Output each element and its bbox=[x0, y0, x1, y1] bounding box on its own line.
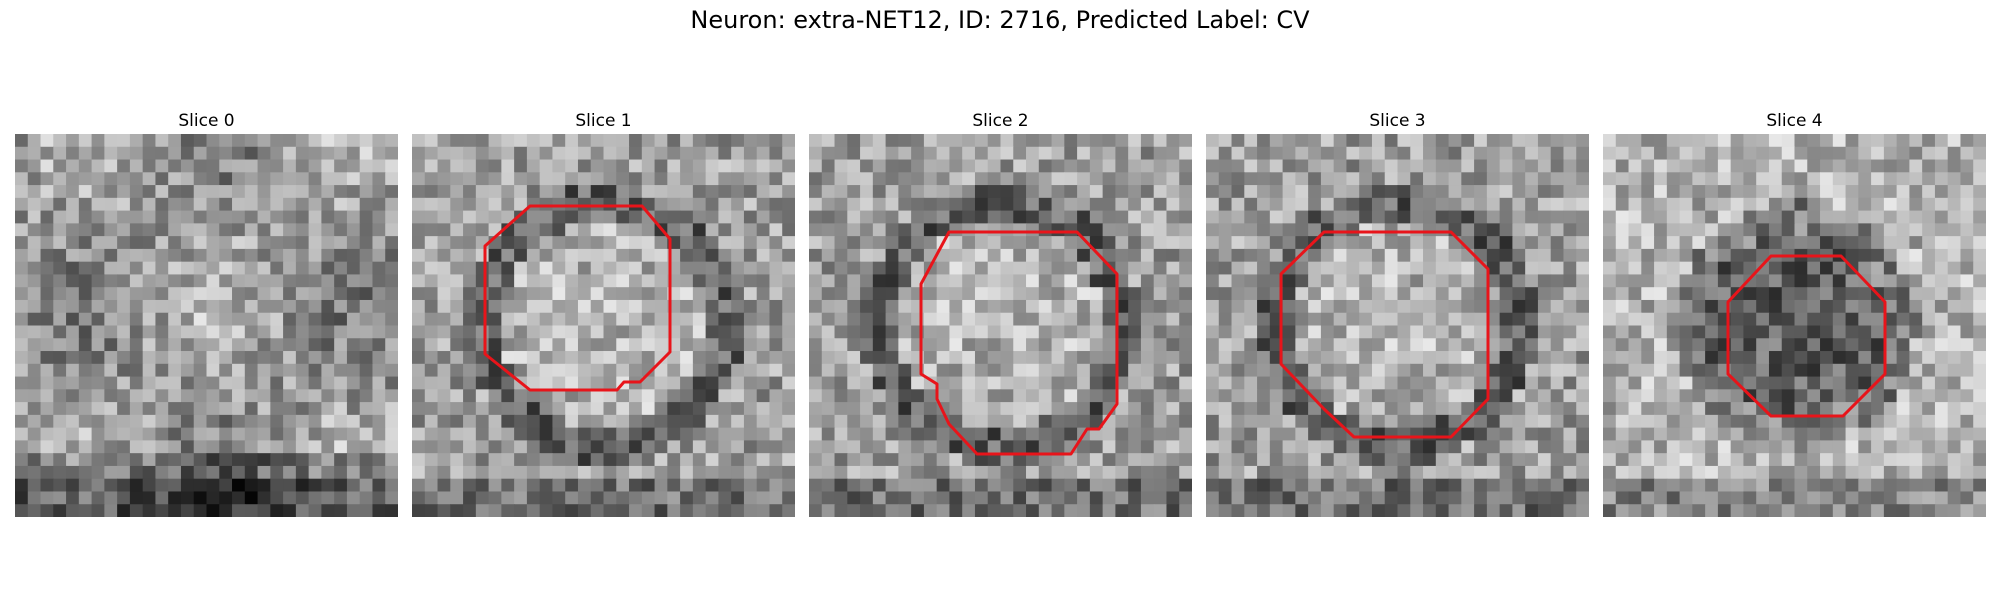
segmentation-contour bbox=[919, 230, 1119, 456]
slice-image bbox=[1206, 134, 1589, 517]
slice-panel: Slice 2 bbox=[809, 108, 1192, 517]
slice-image bbox=[1603, 134, 1986, 517]
figure-title: Neuron: extra-NET12, ID: 2716, Predicted… bbox=[690, 6, 1310, 34]
pixel-grid bbox=[1603, 134, 1986, 517]
segmentation-contour bbox=[483, 204, 672, 392]
slice-image bbox=[809, 134, 1192, 517]
slice-image bbox=[15, 134, 398, 517]
segmentation-contour bbox=[1279, 230, 1490, 439]
pixel-grid bbox=[809, 134, 1192, 517]
slice-image bbox=[412, 134, 795, 517]
slice-title: Slice 2 bbox=[972, 111, 1029, 131]
slice-title: Slice 3 bbox=[1369, 111, 1426, 131]
pixel-grid bbox=[412, 134, 795, 517]
slice-title: Slice 4 bbox=[1766, 111, 1823, 131]
pixel-grid bbox=[15, 134, 398, 517]
slice-panel: Slice 0 bbox=[15, 108, 398, 517]
segmentation-contour bbox=[1726, 254, 1887, 418]
slice-title: Slice 1 bbox=[575, 111, 632, 131]
slice-panel: Slice 1 bbox=[412, 108, 795, 517]
pixel-grid bbox=[1206, 134, 1589, 517]
slice-panel: Slice 4 bbox=[1603, 108, 1986, 517]
slice-title: Slice 0 bbox=[178, 111, 235, 131]
slice-panel: Slice 3 bbox=[1206, 108, 1589, 517]
